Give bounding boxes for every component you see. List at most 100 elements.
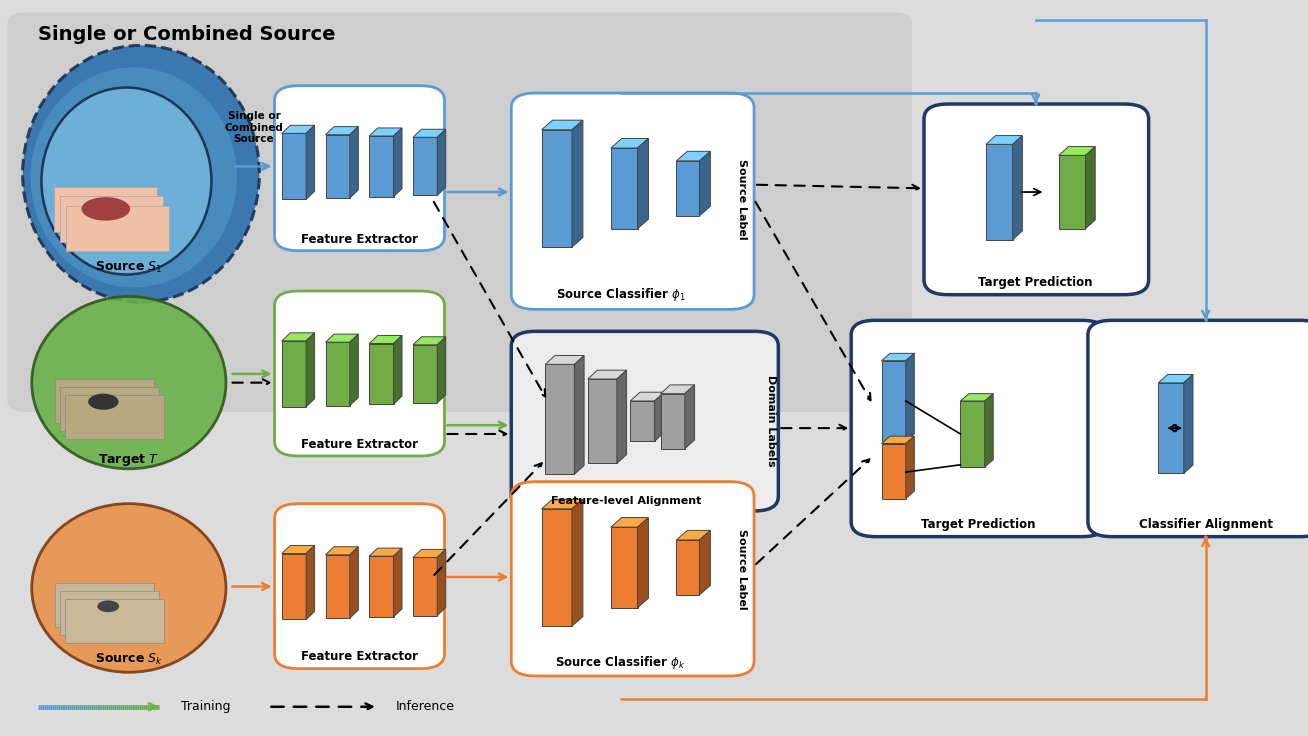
FancyBboxPatch shape xyxy=(275,85,445,251)
Polygon shape xyxy=(349,334,358,406)
Polygon shape xyxy=(1159,375,1193,383)
Polygon shape xyxy=(587,370,627,379)
Polygon shape xyxy=(306,333,315,407)
Polygon shape xyxy=(906,353,914,442)
FancyBboxPatch shape xyxy=(65,206,169,252)
Polygon shape xyxy=(676,152,710,161)
Polygon shape xyxy=(611,138,649,148)
FancyBboxPatch shape xyxy=(8,13,912,412)
Text: Source Label: Source Label xyxy=(736,159,747,240)
Polygon shape xyxy=(1228,393,1253,463)
Ellipse shape xyxy=(31,503,226,672)
FancyBboxPatch shape xyxy=(1088,320,1308,537)
Polygon shape xyxy=(960,401,985,467)
Text: Feature Extractor: Feature Extractor xyxy=(301,651,419,663)
Polygon shape xyxy=(394,548,402,617)
Polygon shape xyxy=(637,517,649,608)
Polygon shape xyxy=(326,555,349,618)
Polygon shape xyxy=(1012,135,1023,240)
Text: Single or
Combined
Source: Single or Combined Source xyxy=(225,111,284,144)
Polygon shape xyxy=(545,364,574,474)
FancyBboxPatch shape xyxy=(511,93,755,309)
Text: Classifier Alignment: Classifier Alignment xyxy=(1139,517,1273,531)
FancyBboxPatch shape xyxy=(923,104,1148,294)
Polygon shape xyxy=(654,392,664,442)
Polygon shape xyxy=(306,545,315,620)
Polygon shape xyxy=(1086,146,1095,229)
FancyBboxPatch shape xyxy=(55,379,154,423)
FancyBboxPatch shape xyxy=(275,291,445,456)
Polygon shape xyxy=(281,133,306,199)
Polygon shape xyxy=(700,152,710,216)
Polygon shape xyxy=(986,135,1023,144)
Text: Target $T$: Target $T$ xyxy=(98,453,160,468)
Text: Single or Combined Source: Single or Combined Source xyxy=(38,25,335,44)
Polygon shape xyxy=(882,436,914,444)
Polygon shape xyxy=(413,130,446,138)
Polygon shape xyxy=(882,444,906,498)
Ellipse shape xyxy=(22,46,259,302)
Polygon shape xyxy=(545,355,585,364)
Polygon shape xyxy=(630,392,664,401)
FancyBboxPatch shape xyxy=(852,320,1107,537)
Polygon shape xyxy=(574,355,585,474)
Polygon shape xyxy=(349,127,358,198)
Polygon shape xyxy=(985,394,993,467)
Polygon shape xyxy=(281,341,306,407)
Polygon shape xyxy=(661,394,685,449)
Polygon shape xyxy=(437,337,446,403)
Polygon shape xyxy=(611,527,637,608)
Polygon shape xyxy=(413,337,446,345)
Polygon shape xyxy=(326,135,349,198)
Polygon shape xyxy=(281,553,306,620)
Polygon shape xyxy=(572,120,583,247)
Polygon shape xyxy=(542,499,583,509)
FancyBboxPatch shape xyxy=(60,387,160,431)
Polygon shape xyxy=(413,345,437,403)
Polygon shape xyxy=(369,556,394,617)
Polygon shape xyxy=(986,144,1012,240)
Polygon shape xyxy=(394,336,402,404)
Polygon shape xyxy=(413,557,437,615)
Polygon shape xyxy=(1228,385,1262,393)
Polygon shape xyxy=(661,385,695,394)
FancyBboxPatch shape xyxy=(60,591,160,635)
Ellipse shape xyxy=(30,68,237,287)
Text: Training: Training xyxy=(181,700,230,713)
Polygon shape xyxy=(676,540,700,595)
Polygon shape xyxy=(413,138,437,195)
Polygon shape xyxy=(685,385,695,449)
Polygon shape xyxy=(369,548,402,556)
Polygon shape xyxy=(437,549,446,615)
Polygon shape xyxy=(960,394,993,401)
Polygon shape xyxy=(326,547,358,555)
Polygon shape xyxy=(542,120,583,130)
Polygon shape xyxy=(572,499,583,626)
FancyBboxPatch shape xyxy=(275,503,445,668)
FancyBboxPatch shape xyxy=(60,197,164,242)
Text: Source $S_k$: Source $S_k$ xyxy=(94,652,164,667)
Polygon shape xyxy=(700,531,710,595)
Text: Domain Labels: Domain Labels xyxy=(766,375,776,467)
Polygon shape xyxy=(306,125,315,199)
Polygon shape xyxy=(281,545,315,553)
Text: Source $S_1$: Source $S_1$ xyxy=(95,260,162,275)
FancyBboxPatch shape xyxy=(64,395,164,439)
Polygon shape xyxy=(326,334,358,342)
Polygon shape xyxy=(369,336,402,344)
Polygon shape xyxy=(394,128,402,197)
Polygon shape xyxy=(349,547,358,618)
Polygon shape xyxy=(369,128,402,136)
Ellipse shape xyxy=(81,197,129,221)
Ellipse shape xyxy=(97,601,119,612)
Text: Source Classifier $\phi_k$: Source Classifier $\phi_k$ xyxy=(556,654,685,670)
Polygon shape xyxy=(882,361,906,442)
FancyBboxPatch shape xyxy=(64,599,164,643)
Ellipse shape xyxy=(88,394,119,410)
FancyBboxPatch shape xyxy=(55,583,154,627)
FancyBboxPatch shape xyxy=(511,481,755,676)
Text: Target Prediction: Target Prediction xyxy=(921,517,1036,531)
Polygon shape xyxy=(1058,146,1095,155)
FancyBboxPatch shape xyxy=(511,331,778,511)
Polygon shape xyxy=(369,136,394,197)
